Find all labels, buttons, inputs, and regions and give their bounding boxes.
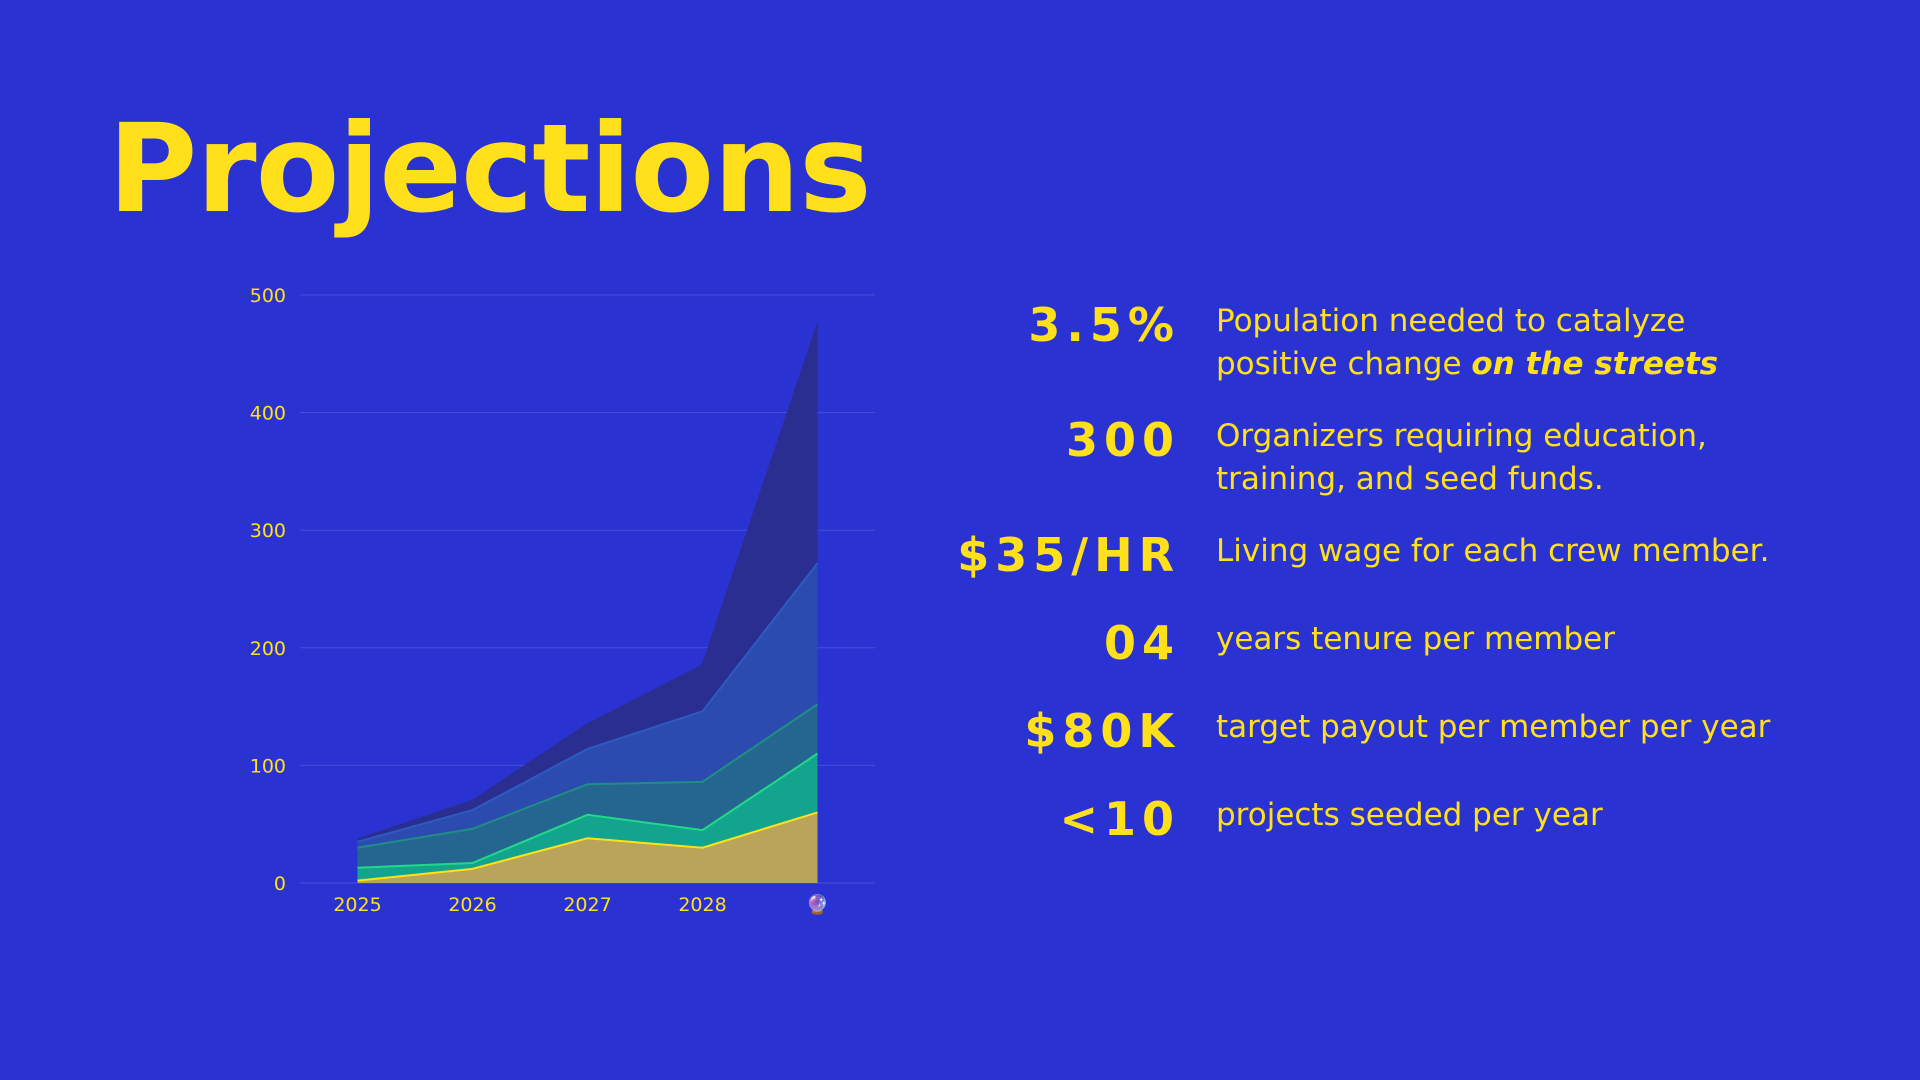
- stat-row-tenure: 04 years tenure per member: [930, 618, 1890, 668]
- stat-value: $80K: [1024, 704, 1180, 758]
- y-tick-label: 500: [250, 285, 286, 307]
- stat-text-line: positive change: [1216, 346, 1472, 382]
- y-tick-label: 400: [250, 403, 286, 425]
- page-title: Projections: [108, 98, 872, 240]
- y-tick-label: 0: [274, 873, 286, 895]
- stat-row-population: 3.5% Population needed to catalyze posit…: [930, 300, 1890, 386]
- x-tick-label: 2026: [448, 894, 496, 916]
- stat-description: Living wage for each crew member.: [1216, 533, 1770, 569]
- stat-text-line: training, and seed funds.: [1216, 461, 1604, 497]
- x-tick-label: 2025: [333, 894, 381, 916]
- stat-text-line: Organizers requiring education,: [1216, 418, 1707, 454]
- y-tick-label: 200: [250, 638, 286, 660]
- y-tick-label: 300: [250, 520, 286, 542]
- stat-text-line: Population needed to catalyze: [1216, 303, 1686, 339]
- stat-row-wage: $35/HR Living wage for each crew member.: [930, 530, 1890, 580]
- stat-row-payout: $80K target payout per member per year: [930, 706, 1890, 756]
- y-tick-label: 100: [250, 755, 286, 777]
- stat-value: 3.5%: [1028, 298, 1180, 352]
- chart-areas: [357, 324, 819, 883]
- x-tick-label: 2027: [563, 894, 611, 916]
- x-tick-label: 2028: [678, 894, 726, 916]
- stat-description: Population needed to catalyze positive c…: [1190, 300, 1718, 386]
- area-series-1: [357, 812, 818, 883]
- y-axis-ticks: 0 100 200 300 400 500: [250, 285, 286, 895]
- x-axis-ticks: 2025 2026 2027 2028 🔮: [333, 893, 829, 916]
- stat-description: years tenure per member: [1216, 621, 1615, 657]
- stat-description: projects seeded per year: [1216, 797, 1603, 833]
- stat-description: target payout per member per year: [1216, 709, 1771, 745]
- stat-value: $35/HR: [957, 528, 1180, 582]
- stat-emphasis: on the streets: [1471, 346, 1719, 382]
- stat-value: 04: [1103, 616, 1180, 670]
- area-chart: 0 100 200 300 400 500 2025 2026 2027 2028 🔮: [250, 285, 875, 916]
- stat-row-organizers: 300 Organizers requiring education, trai…: [930, 415, 1890, 501]
- stat-value: <10: [1059, 792, 1180, 846]
- stat-description: Organizers requiring education, training…: [1190, 415, 1707, 501]
- x-tick-label: 🔮: [806, 893, 830, 916]
- stat-row-projects: <10 projects seeded per year: [930, 794, 1890, 844]
- stat-value: 300: [1065, 413, 1180, 467]
